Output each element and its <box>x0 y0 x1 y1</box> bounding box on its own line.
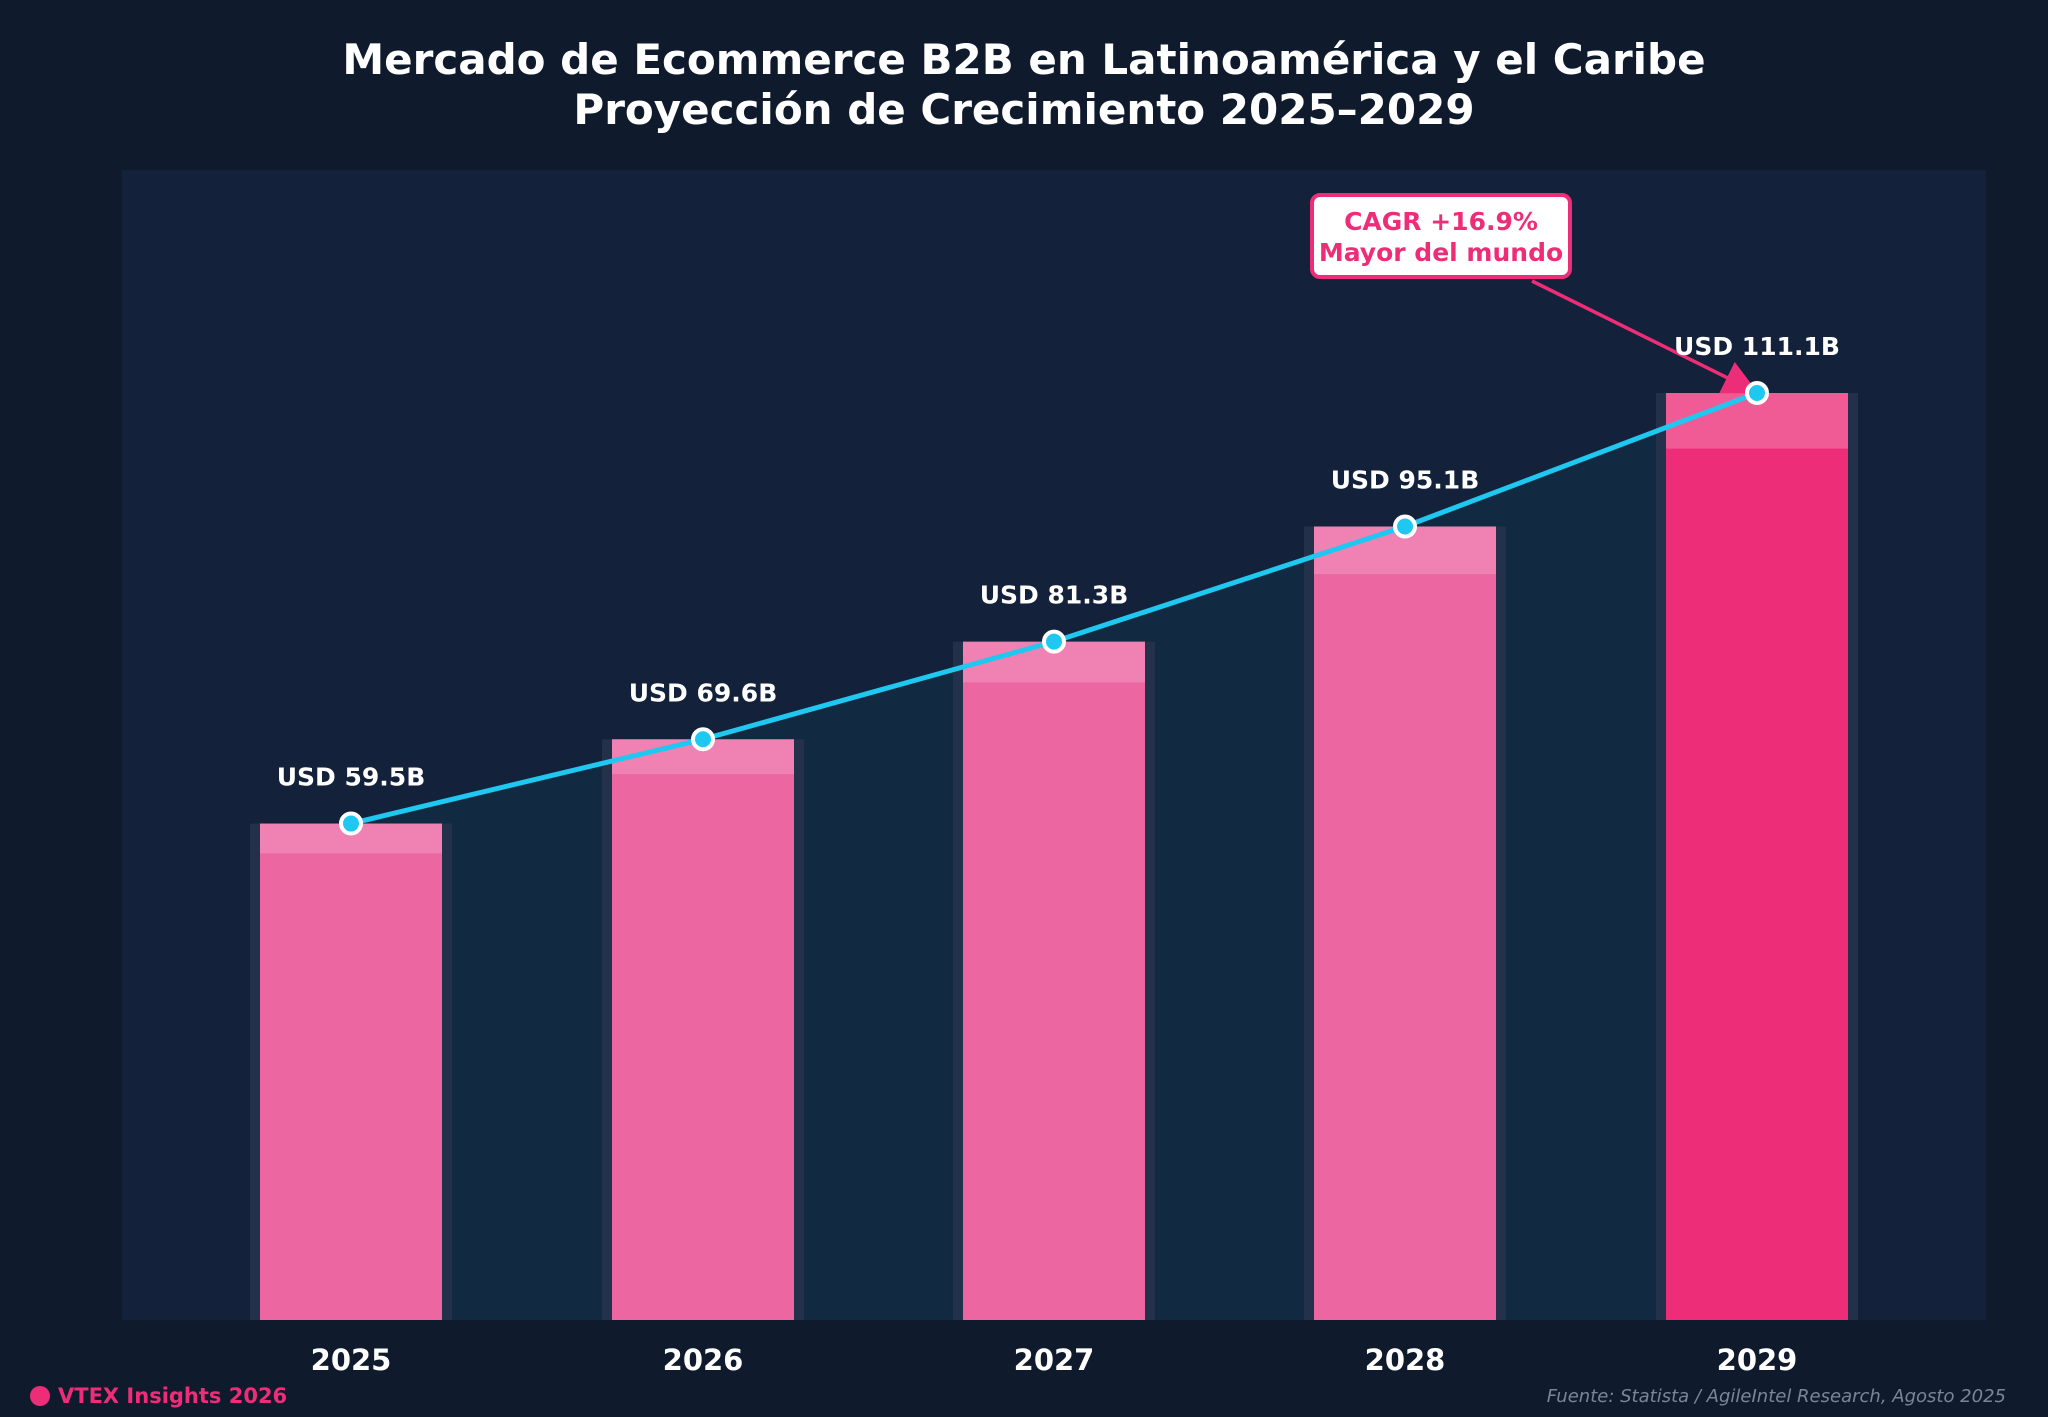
callout-arrow <box>1531 279 1759 394</box>
value-label-2026: USD 69.6B <box>629 678 778 707</box>
line-point-2025 <box>339 811 363 836</box>
labels-layer: USD 59.5B 2025 USD 69.6B 2026 USD 81.3B 2027 U… <box>277 332 1840 1377</box>
bar-2025 <box>260 823 442 1320</box>
line-point-2029 <box>1745 381 1769 405</box>
brand-footer: VTEX Insights 2026 <box>30 1383 287 1409</box>
cagr-callout: CAGR +16.9% Mayor del mundo <box>1310 193 1572 279</box>
callout-line-1: CAGR +16.9% <box>1344 207 1538 236</box>
source-footer: Fuente: Statista / AgileIntel Research, … <box>1546 1386 2006 1407</box>
line-point-2026 <box>691 727 715 752</box>
bar-2029 <box>1666 393 1848 1320</box>
brand-dot-icon <box>30 1386 50 1406</box>
bars-layer <box>250 393 1858 1320</box>
chart-title: Mercado de Ecommerce B2B en Latinoaméric… <box>342 35 1706 84</box>
category-label-2026: 2026 <box>663 1343 744 1377</box>
value-label-2025: USD 59.5B <box>277 763 426 792</box>
value-label-2028: USD 95.1B <box>1331 466 1480 495</box>
category-label-2028: 2028 <box>1365 1343 1446 1377</box>
callout-line-2: Mayor del mundo <box>1318 238 1564 267</box>
line-point-2027 <box>1042 629 1066 654</box>
bar-2026 <box>612 739 794 1320</box>
chart-subtitle: Proyección de Crecimiento 2025–2029 <box>573 85 1475 134</box>
bar-2027 <box>963 641 1145 1320</box>
bar-2028 <box>1314 526 1496 1320</box>
line-point-2028 <box>1393 514 1417 539</box>
category-label-2025: 2025 <box>311 1343 392 1377</box>
category-label-2027: 2027 <box>1014 1343 1095 1377</box>
brand-label: VTEX Insights 2026 <box>58 1384 288 1408</box>
value-label-2029: USD 111.1B <box>1674 332 1840 361</box>
points-layer <box>339 381 1769 836</box>
value-label-2027: USD 81.3B <box>980 581 1129 610</box>
category-label-2029: 2029 <box>1717 1343 1798 1377</box>
